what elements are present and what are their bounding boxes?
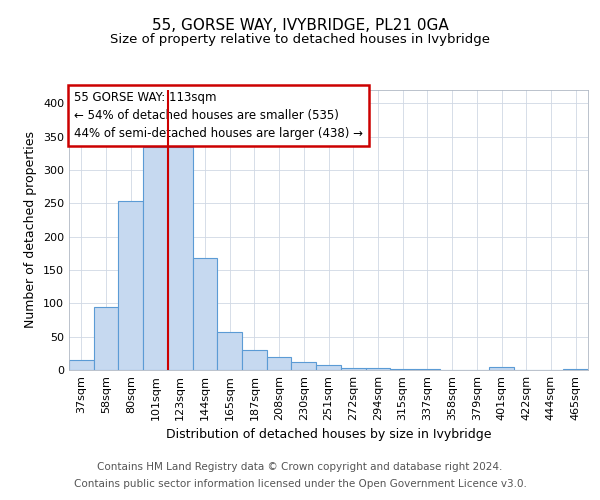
Bar (94, 306, 118, 370)
Text: Contains public sector information licensed under the Open Government Licence v3: Contains public sector information licen… (74, 479, 526, 489)
Bar (217, 332, 242, 370)
Bar (193, 258, 217, 370)
Bar (316, 366, 341, 370)
Bar (143, 146, 168, 370)
Bar (267, 358, 292, 370)
X-axis label: Distribution of detached houses by size in Ivybridge: Distribution of detached houses by size … (166, 428, 491, 442)
Bar (69, 360, 94, 370)
Bar (168, 146, 193, 370)
Bar (489, 368, 514, 370)
Text: Contains HM Land Registry data © Crown copyright and database right 2024.: Contains HM Land Registry data © Crown c… (97, 462, 503, 472)
Bar (242, 350, 267, 370)
Bar (341, 368, 365, 370)
Y-axis label: Number of detached properties: Number of detached properties (25, 132, 37, 328)
Text: Size of property relative to detached houses in Ivybridge: Size of property relative to detached ho… (110, 32, 490, 46)
Bar (118, 202, 143, 370)
Text: 55, GORSE WAY, IVYBRIDGE, PL21 0GA: 55, GORSE WAY, IVYBRIDGE, PL21 0GA (152, 18, 448, 32)
Bar (563, 368, 588, 370)
Text: 55 GORSE WAY: 113sqm
← 54% of detached houses are smaller (535)
44% of semi-deta: 55 GORSE WAY: 113sqm ← 54% of detached h… (74, 92, 363, 140)
Bar (292, 362, 316, 370)
Bar (365, 368, 390, 370)
